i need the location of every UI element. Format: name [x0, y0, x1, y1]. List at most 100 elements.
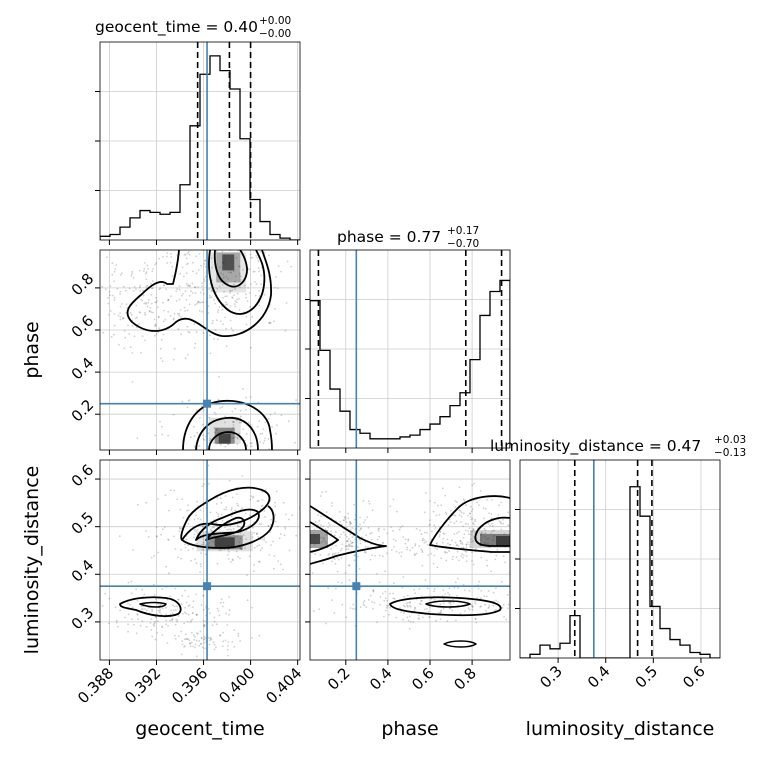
scatter-point: [169, 489, 172, 492]
scatter-point: [348, 538, 350, 540]
scatter-point: [448, 518, 451, 521]
scatter-point: [196, 528, 199, 531]
scatter-point: [487, 523, 490, 525]
scatter-point: [406, 604, 409, 607]
scatter-point: [274, 501, 276, 504]
scatter-point: [485, 609, 487, 612]
scatter-point: [448, 587, 451, 590]
scatter-point: [187, 251, 190, 253]
scatter-point: [167, 299, 169, 302]
scatter-point: [239, 415, 242, 418]
scatter-point: [412, 621, 415, 623]
scatter-point: [357, 555, 359, 558]
scatter-point: [159, 611, 161, 614]
scatter-point: [363, 551, 366, 554]
scatter-point: [418, 618, 421, 620]
x-tick-label-distance: 0.6: [679, 662, 709, 692]
scatter-point: [208, 548, 210, 551]
scatter-point: [236, 524, 239, 526]
scatter-point: [221, 308, 224, 311]
scatter-point: [386, 604, 388, 607]
scatter-point: [249, 305, 252, 308]
scatter-point: [239, 278, 242, 281]
scatter-point: [364, 551, 367, 554]
scatter-point: [215, 522, 218, 524]
scatter-point: [190, 641, 193, 644]
scatter-point: [202, 301, 205, 304]
scatter-point: [182, 275, 185, 278]
title-distance: luminosity_distance = 0.47 +0.03 −0.13: [490, 434, 746, 459]
scatter-point: [469, 516, 472, 518]
scatter-point: [393, 582, 395, 585]
scatter-point: [224, 295, 227, 298]
scatter-point: [458, 530, 460, 533]
scatter-point: [474, 602, 477, 605]
scatter-point: [224, 316, 227, 319]
scatter-point: [123, 329, 126, 332]
scatter-point: [137, 503, 139, 506]
scatter-point: [237, 634, 240, 637]
scatter-point: [161, 634, 164, 636]
scatter-point: [461, 543, 464, 546]
scatter-point: [331, 552, 334, 555]
scatter-point: [376, 621, 378, 624]
scatter-point: [423, 539, 426, 541]
scatter-point: [172, 358, 175, 361]
scatter-point: [262, 428, 265, 430]
scatter-point: [480, 556, 483, 559]
scatter-point: [483, 517, 485, 520]
scatter-point: [374, 554, 376, 557]
scatter-point: [208, 643, 211, 646]
scatter-point: [231, 296, 234, 298]
scatter-point: [249, 442, 252, 445]
scatter-point: [372, 589, 375, 592]
scatter-point: [195, 655, 198, 658]
scatter-point: [192, 645, 195, 648]
scatter-point: [231, 496, 234, 499]
scatter-point: [328, 553, 331, 555]
scatter-point: [272, 540, 274, 543]
panel-2d-phase-geocent-time: [99, 249, 301, 451]
scatter-point: [219, 601, 222, 604]
scatter-point: [176, 619, 179, 621]
scatter-point: [389, 505, 392, 508]
scatter-point: [242, 428, 245, 431]
scatter-point: [420, 595, 423, 598]
scatter-point: [198, 644, 201, 647]
scatter-point: [253, 564, 256, 566]
scatter-point: [349, 521, 351, 524]
scatter-point: [219, 407, 221, 409]
scatter-point: [294, 441, 296, 444]
scatter-point: [135, 588, 138, 590]
scatter-point: [480, 532, 483, 535]
scatter-point: [235, 257, 238, 259]
scatter-point: [192, 548, 194, 550]
scatter-point: [165, 619, 168, 622]
scatter-point: [460, 515, 463, 518]
scatter-point: [248, 421, 250, 424]
scatter-point: [220, 272, 223, 275]
scatter-point: [201, 301, 204, 304]
scatter-point: [155, 598, 157, 601]
scatter-point: [469, 512, 472, 515]
scatter-point: [170, 256, 173, 258]
scatter-point: [260, 283, 263, 286]
scatter-point: [330, 505, 333, 507]
scatter-point: [295, 399, 297, 401]
scatter-point: [187, 595, 190, 598]
scatter-point: [231, 641, 234, 643]
scatter-point: [200, 552, 203, 554]
scatter-point: [427, 610, 430, 613]
scatter-point: [352, 603, 355, 606]
scatter-point: [442, 607, 445, 610]
scatter-point: [194, 643, 197, 646]
scatter-point: [233, 303, 236, 305]
scatter-point: [147, 301, 150, 304]
scatter-point: [250, 257, 252, 259]
scatter-point: [232, 528, 235, 530]
scatter-point: [139, 311, 142, 314]
scatter-point: [472, 522, 475, 525]
scatter-point: [371, 509, 374, 512]
scatter-point: [420, 548, 423, 551]
scatter-point: [193, 323, 196, 325]
